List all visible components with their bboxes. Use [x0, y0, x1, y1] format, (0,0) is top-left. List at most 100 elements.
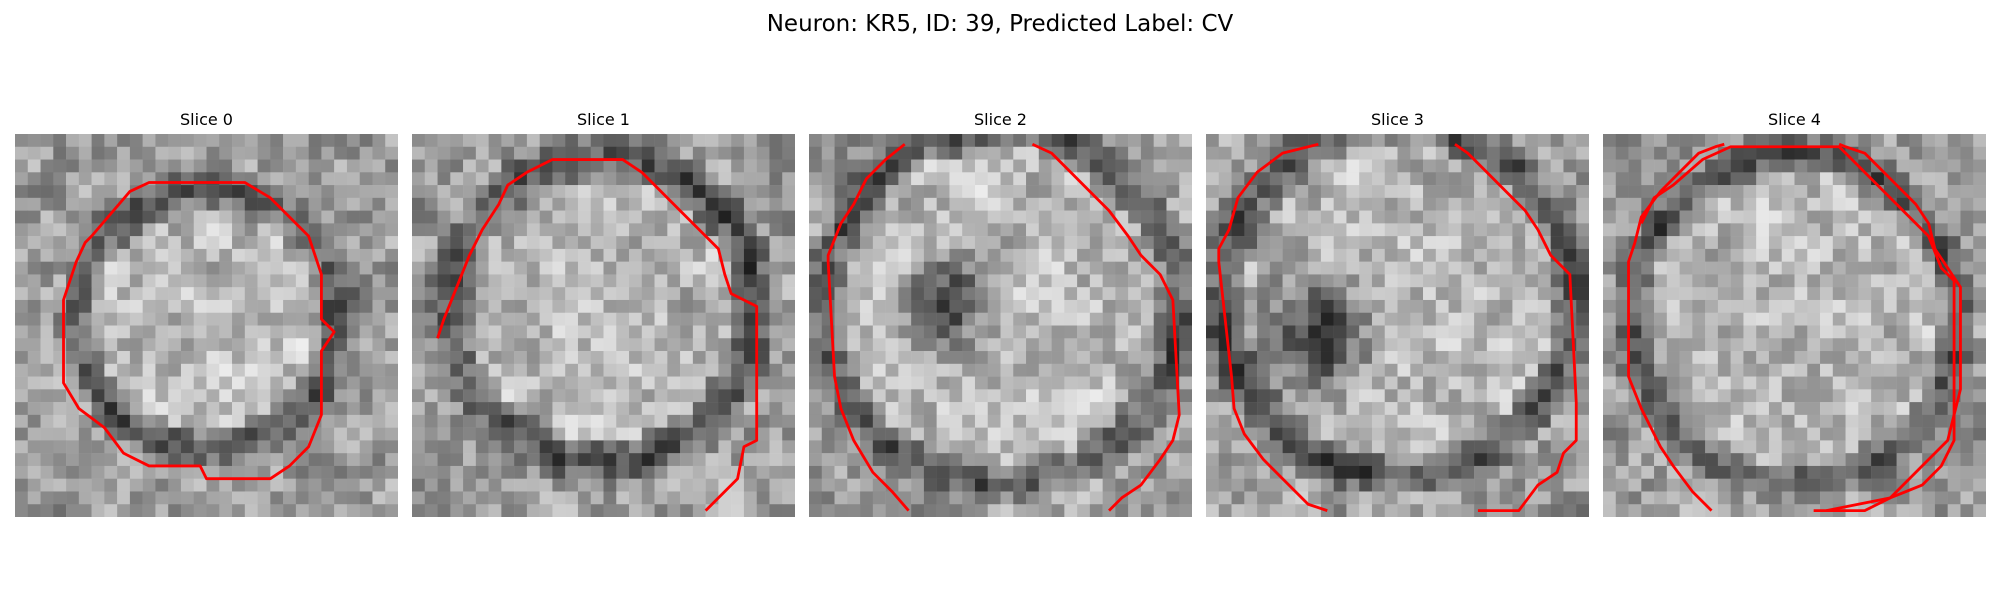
pixel [603, 351, 617, 365]
pixel [1038, 427, 1052, 441]
pixel [1768, 478, 1782, 492]
pixel [346, 312, 360, 326]
pixel [488, 402, 502, 416]
pixel [1282, 351, 1296, 365]
pixel [1102, 248, 1116, 262]
pixel [809, 287, 823, 301]
pixel [488, 491, 502, 505]
pixel [1871, 376, 1885, 390]
pixel [987, 351, 1001, 365]
pixel [1423, 504, 1437, 517]
pixel [1333, 376, 1347, 390]
pixel [705, 185, 719, 199]
pixel [206, 325, 220, 339]
pixel [244, 134, 258, 148]
pixel [1000, 338, 1014, 352]
pixel [463, 172, 477, 186]
pixel [91, 312, 105, 326]
pixel [1512, 312, 1526, 326]
pixel [412, 465, 426, 479]
pixel [962, 312, 976, 326]
pixel [1384, 159, 1398, 173]
pixel [1089, 134, 1103, 148]
pixel [1397, 287, 1411, 301]
pixel [769, 210, 783, 224]
pixel [526, 338, 540, 352]
pixel [898, 134, 912, 148]
pixel [257, 274, 271, 288]
pixel [1960, 440, 1974, 454]
pixel [1013, 325, 1027, 339]
pixel [603, 287, 617, 301]
pixel [295, 197, 309, 211]
pixel [501, 376, 515, 390]
pixel [1102, 299, 1116, 313]
pixel [1692, 465, 1706, 479]
pixel [590, 325, 604, 339]
pixel [1435, 299, 1449, 313]
pixel [809, 210, 823, 224]
pixel [667, 172, 681, 186]
pixel [104, 248, 118, 262]
pixel [1615, 465, 1629, 479]
pixel [743, 274, 757, 288]
pixel [1333, 338, 1347, 352]
pixel [1768, 299, 1782, 313]
pixel [1423, 210, 1437, 224]
pixel [629, 338, 643, 352]
pixel [334, 236, 348, 250]
pixel [654, 465, 668, 479]
pixel [412, 159, 426, 173]
pixel [974, 440, 988, 454]
pixel [1179, 172, 1192, 186]
pixel [1756, 351, 1770, 365]
pixel [1858, 185, 1872, 199]
pixel [232, 223, 246, 237]
pixel [1038, 491, 1052, 505]
pixel [1102, 172, 1116, 186]
pixel [705, 478, 719, 492]
pixel [923, 453, 937, 467]
pixel [552, 312, 566, 326]
pixel [1576, 402, 1589, 416]
pixel [206, 261, 220, 275]
pixel [565, 223, 579, 237]
pixel [66, 312, 80, 326]
pixel [1871, 504, 1885, 517]
pixel [629, 248, 643, 262]
pixel [359, 427, 373, 441]
pixel [809, 363, 823, 377]
pixel [104, 299, 118, 313]
pixel [782, 134, 795, 148]
pixel [321, 223, 335, 237]
pixel [1794, 197, 1808, 211]
pixel [1026, 491, 1040, 505]
pixel [1448, 351, 1462, 365]
pixel [577, 210, 591, 224]
pixel [219, 274, 233, 288]
pixel [1282, 427, 1296, 441]
pixel [372, 197, 386, 211]
pixel [437, 146, 451, 160]
pixel [257, 389, 271, 403]
pixel [680, 351, 694, 365]
pixel [385, 402, 398, 416]
pixel [974, 478, 988, 492]
pixel [1089, 236, 1103, 250]
pixel [1550, 210, 1564, 224]
pixel [809, 248, 823, 262]
pixel [385, 338, 398, 352]
pixel [372, 504, 386, 517]
pixel [1359, 274, 1373, 288]
pixel [1692, 287, 1706, 301]
pixel [244, 465, 258, 479]
pixel [475, 299, 489, 313]
pixel [1960, 261, 1974, 275]
pixel [1333, 210, 1347, 224]
pixel [667, 159, 681, 173]
pixel [53, 197, 67, 211]
pixel [1013, 274, 1027, 288]
pixel [1934, 478, 1948, 492]
pixel [1051, 325, 1065, 339]
pixel [270, 478, 284, 492]
